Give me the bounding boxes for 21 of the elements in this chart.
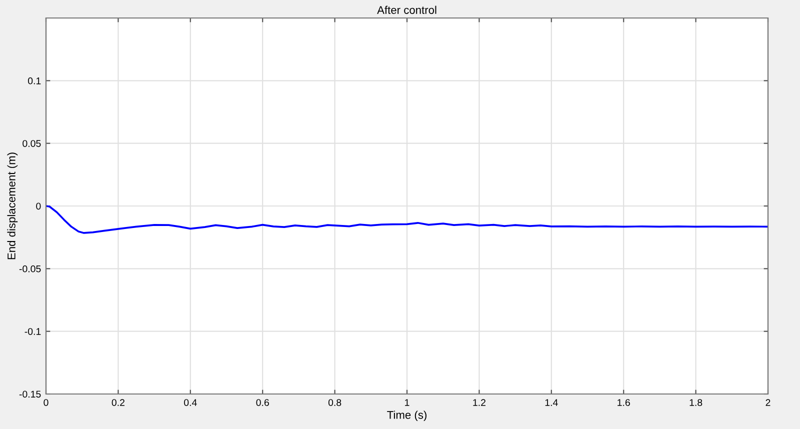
x-tick-label: 0.6	[256, 399, 269, 406]
x-tick-label: 0.4	[184, 399, 197, 406]
x-tick-label: 1.8	[690, 399, 702, 406]
y-axis-title: End displacement (m)	[7, 152, 18, 260]
x-tick-label: 1.6	[618, 399, 630, 406]
y-tick-label: -0.1	[24, 328, 41, 335]
x-tick-label: 1	[405, 399, 410, 406]
x-tick-label: 0.8	[328, 399, 342, 406]
y-tick-label: 0	[36, 202, 41, 210]
chart-title: After control	[377, 6, 436, 14]
y-tick-label: -0.15	[19, 390, 41, 398]
x-tick-label: 0.2	[112, 399, 124, 406]
x-axis-title: Time (s)	[387, 410, 426, 422]
y-tick-label: 0.05	[22, 140, 41, 147]
x-tick-label: 1.2	[473, 399, 486, 406]
y-tick-label: 0.1	[28, 77, 41, 84]
x-tick-label: 1.4	[545, 399, 558, 406]
x-tick-label: 0	[44, 399, 48, 406]
x-tick-label: 2	[766, 399, 770, 406]
y-tick-label: -0.05	[19, 265, 41, 272]
line-series	[46, 205, 768, 234]
